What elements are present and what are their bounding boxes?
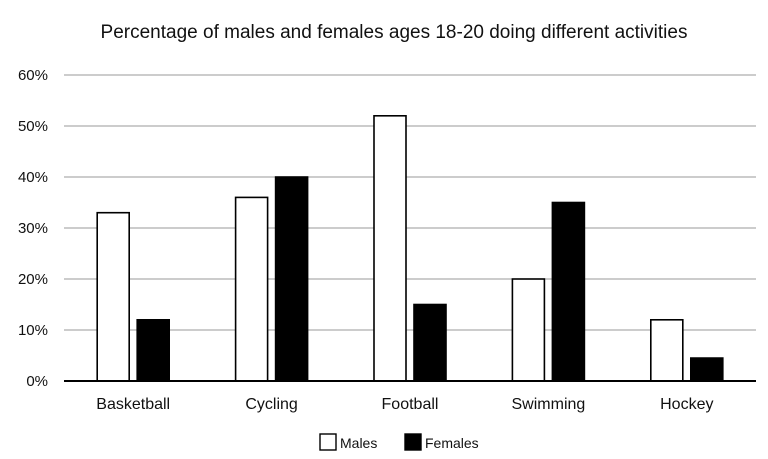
legend-label-males: Males xyxy=(340,435,377,451)
bars xyxy=(96,115,724,382)
chart-title: Percentage of males and females ages 18-… xyxy=(101,22,688,43)
y-tick-label: 0% xyxy=(26,373,48,390)
legend-label-females: Females xyxy=(425,435,479,451)
x-category-label: Cycling xyxy=(245,396,297,413)
y-tick-label: 20% xyxy=(18,271,48,288)
bar-females-cycling xyxy=(274,176,309,382)
x-category-label: Swimming xyxy=(512,396,586,413)
bar-females-swimming xyxy=(551,201,586,382)
bar-females-basketball xyxy=(136,318,170,382)
legend-swatch-females xyxy=(404,433,422,451)
bar-males-swimming xyxy=(511,278,546,382)
x-axis-categories: Basketball Cycling Football Swimming Hockey xyxy=(96,396,713,413)
y-tick-label: 30% xyxy=(18,220,48,237)
bar-males-cycling xyxy=(234,196,269,382)
bar-males-basketball xyxy=(96,211,130,382)
x-category-label: Basketball xyxy=(96,396,170,413)
y-tick-label: 50% xyxy=(18,118,48,135)
bar-males-hockey xyxy=(649,318,684,382)
bar-males-football xyxy=(373,115,407,382)
gridlines xyxy=(64,74,756,331)
legend-swatch-males xyxy=(319,433,337,451)
x-category-label: Hockey xyxy=(660,396,713,413)
y-tick-label: 60% xyxy=(18,67,48,84)
bar-females-hockey xyxy=(689,357,724,382)
y-axis-ticks: 0% 10% 20% 30% 40% 50% 60% xyxy=(18,67,48,390)
y-tick-label: 40% xyxy=(18,169,48,186)
y-tick-label: 10% xyxy=(18,322,48,339)
x-category-label: Football xyxy=(382,396,439,413)
bar-females-football xyxy=(413,303,447,382)
legend: Males Females xyxy=(319,433,479,451)
